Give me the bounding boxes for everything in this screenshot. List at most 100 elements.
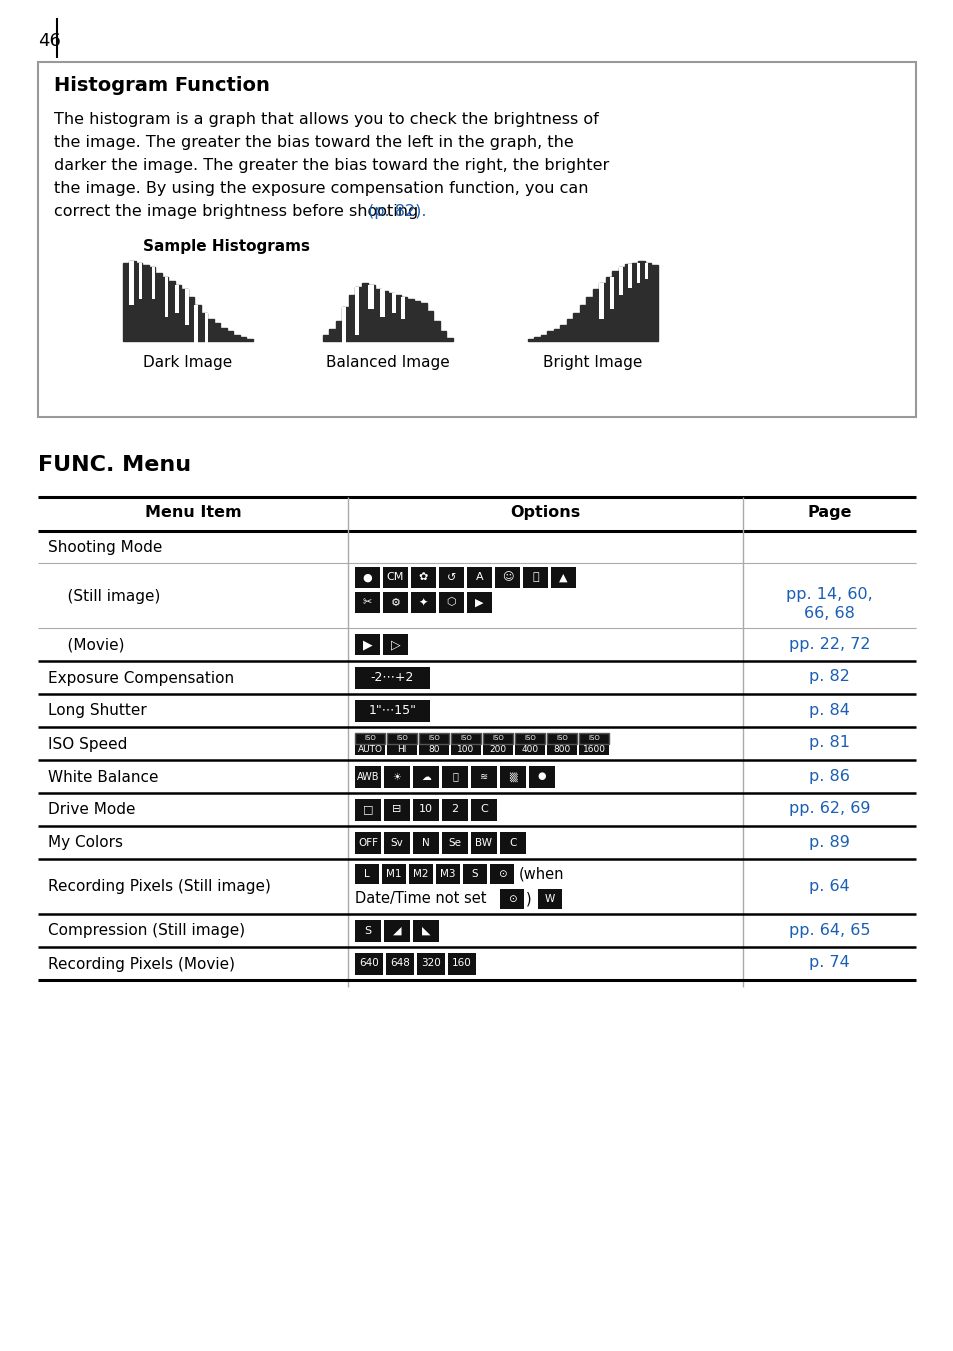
Text: p. 84: p. 84 <box>808 703 849 717</box>
Bar <box>384 798 410 820</box>
Bar <box>382 592 408 613</box>
Bar <box>384 920 410 942</box>
Bar <box>436 865 459 884</box>
Text: A: A <box>476 573 483 582</box>
Text: p. 81: p. 81 <box>808 735 849 751</box>
Bar <box>384 766 410 788</box>
Text: White Balance: White Balance <box>48 770 158 785</box>
Text: 1600: 1600 <box>582 744 605 754</box>
Bar <box>413 798 438 820</box>
Text: L: L <box>364 869 370 880</box>
Text: 648: 648 <box>390 958 410 969</box>
Bar <box>499 766 525 788</box>
Bar <box>618 267 622 296</box>
Bar <box>392 293 396 313</box>
Bar <box>451 743 480 754</box>
Text: ISO: ISO <box>556 735 567 740</box>
Text: C: C <box>509 838 517 847</box>
Bar <box>355 920 380 942</box>
Text: OFF: OFF <box>357 838 377 847</box>
Bar <box>381 865 406 884</box>
Bar <box>380 289 384 317</box>
Bar <box>400 297 404 319</box>
Text: pp. 22, 72: pp. 22, 72 <box>788 636 869 651</box>
Bar <box>342 308 346 359</box>
Text: 2: 2 <box>451 804 458 815</box>
Text: (Movie): (Movie) <box>48 638 125 653</box>
Bar <box>441 766 468 788</box>
Text: ⛅: ⛅ <box>532 573 538 582</box>
Bar <box>355 567 379 588</box>
Bar <box>355 743 385 754</box>
Text: Histogram Function: Histogram Function <box>54 76 270 95</box>
Text: Date/Time not set: Date/Time not set <box>355 892 491 907</box>
Bar <box>438 592 463 613</box>
Text: ●: ● <box>362 573 372 582</box>
Bar <box>441 831 468 854</box>
Text: p. 64: p. 64 <box>808 878 849 893</box>
Bar <box>355 952 382 974</box>
Text: ✂: ✂ <box>362 597 372 608</box>
Text: 80: 80 <box>428 744 439 754</box>
Text: p. 89: p. 89 <box>808 835 849 850</box>
Bar <box>438 567 463 588</box>
Text: My Colors: My Colors <box>48 835 123 851</box>
Bar <box>355 865 378 884</box>
Bar <box>499 831 525 854</box>
Bar <box>418 732 449 743</box>
Text: □: □ <box>362 804 373 815</box>
Text: Long Shutter: Long Shutter <box>48 704 147 719</box>
Bar <box>471 798 497 820</box>
Bar <box>490 865 514 884</box>
Text: -2⋯+2: -2⋯+2 <box>371 671 414 684</box>
Bar <box>515 743 544 754</box>
Bar <box>38 62 915 417</box>
Bar <box>413 831 438 854</box>
Text: 46: 46 <box>38 32 61 50</box>
Text: ISO: ISO <box>395 735 408 740</box>
Bar <box>355 732 385 743</box>
Text: ⊟: ⊟ <box>392 804 401 815</box>
Text: ▷: ▷ <box>391 638 400 651</box>
Bar <box>138 263 142 300</box>
Text: Recording Pixels (Still image): Recording Pixels (Still image) <box>48 880 271 894</box>
Text: Page: Page <box>806 505 851 520</box>
Text: ✦: ✦ <box>418 597 428 608</box>
Bar <box>471 831 497 854</box>
Text: M3: M3 <box>439 869 456 880</box>
Bar <box>546 732 577 743</box>
Text: ◣: ◣ <box>421 925 430 935</box>
Bar <box>451 732 480 743</box>
Bar <box>471 766 497 788</box>
Text: Balanced Image: Balanced Image <box>326 355 450 370</box>
Text: S: S <box>471 869 477 880</box>
Bar <box>194 305 197 349</box>
Text: 320: 320 <box>420 958 440 969</box>
Bar <box>130 261 134 305</box>
Text: ☀: ☀ <box>393 771 401 781</box>
Bar <box>637 262 639 282</box>
Text: FUNC. Menu: FUNC. Menu <box>38 455 191 476</box>
Text: 10: 10 <box>418 804 433 815</box>
Bar <box>482 732 513 743</box>
Polygon shape <box>123 261 253 340</box>
Text: ▲: ▲ <box>558 573 567 582</box>
Bar <box>355 666 430 689</box>
Bar <box>551 567 576 588</box>
Text: ◢: ◢ <box>393 925 401 935</box>
Text: ISO: ISO <box>459 735 472 740</box>
Text: AWB: AWB <box>356 771 379 781</box>
Text: Compression (Still image): Compression (Still image) <box>48 924 245 939</box>
Bar <box>499 889 523 909</box>
Text: ISO: ISO <box>428 735 439 740</box>
Bar <box>386 952 414 974</box>
Bar <box>413 766 438 788</box>
Bar <box>462 865 486 884</box>
Text: the image. By using the exposure compensation function, you can: the image. By using the exposure compens… <box>54 181 588 196</box>
Bar <box>598 284 603 319</box>
Text: HI: HI <box>396 744 406 754</box>
Bar <box>609 277 613 309</box>
Bar <box>174 285 179 313</box>
Bar <box>441 798 468 820</box>
Text: Options: Options <box>510 505 580 520</box>
